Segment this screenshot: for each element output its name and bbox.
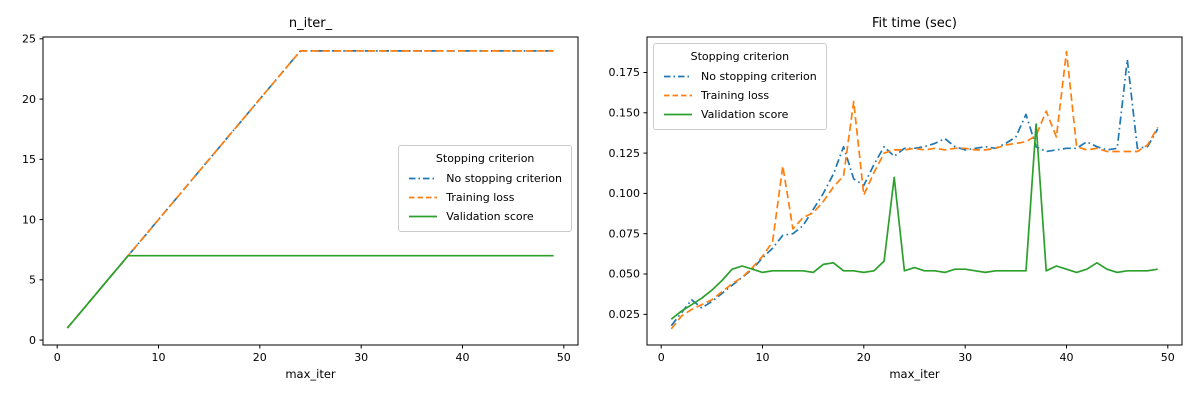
- legend-label: No stopping criterion: [701, 70, 817, 83]
- legend-entry: No stopping criterion: [663, 67, 817, 86]
- series-line: Training loss: [66, 50, 554, 329]
- chart-canvas: 0 10 20 30 40 50 0 5 10 15 20 25 No stopping criteri…: [22, 16, 579, 381]
- legend-title: Stopping criterion: [690, 50, 790, 63]
- x-tick-label: 30: [958, 351, 972, 364]
- legend: Stopping criterion No stopping criterion T…: [653, 43, 827, 130]
- legend: Stopping criterion No stopping criterion T…: [398, 145, 572, 232]
- y-tick-label: 0.100: [609, 187, 641, 200]
- y-axis-ticks: 0 5 10 15 20 25: [22, 33, 43, 347]
- legend-label: Validation score: [701, 108, 789, 121]
- x-axis-ticks: 0 10 20 30 40 50: [54, 345, 571, 364]
- y-tick-label: 0.175: [609, 66, 641, 79]
- legend-label: No stopping criterion: [446, 172, 562, 185]
- plot-frame: [646, 36, 1183, 346]
- x-tick-label: 40: [1060, 351, 1074, 364]
- series-line: No stopping criterion: [670, 58, 1159, 327]
- x-axis-label: max_iter: [889, 367, 940, 381]
- legend-label: Training loss: [701, 89, 770, 102]
- legend-entry: No stopping criterion: [408, 169, 562, 188]
- y-tick-label: 0.025: [609, 308, 641, 321]
- y-tick-label: 0.125: [609, 147, 641, 160]
- legend-label: Validation score: [446, 210, 534, 223]
- x-axis-ticks: 0 10 20 30 40 50: [658, 345, 1175, 364]
- y-tick-label: 0: [29, 334, 36, 347]
- x-tick-label: 10: [152, 351, 166, 364]
- y-axis-ticks: 0.025 0.050 0.075 0.100 0.125 0.150 0.175: [609, 66, 647, 321]
- chart-title: n_iter_: [289, 16, 333, 31]
- legend-entry: Training loss: [408, 188, 562, 207]
- x-tick-label: 0: [658, 351, 665, 364]
- legend-sample-line-icon: [664, 75, 692, 78]
- y-tick-label: 0.050: [609, 268, 641, 281]
- chart-title: Fit time (sec): [872, 16, 957, 31]
- legend-entry: Validation score: [408, 207, 562, 226]
- y-tick-label: 10: [22, 213, 36, 226]
- x-tick-label: 50: [557, 351, 571, 364]
- legend-sample-line-icon: [664, 113, 692, 116]
- legend-sample-line-icon: [409, 196, 438, 199]
- x-tick-label: 20: [857, 351, 871, 364]
- chart-canvas: 0 10 20 30 40 50 0.025 0.050 0.075 0.100 0.125 0.15…: [609, 16, 1183, 381]
- x-tick-label: 20: [253, 351, 267, 364]
- x-axis-label: max_iter: [285, 367, 336, 381]
- series-line: No stopping criterion: [66, 50, 554, 329]
- legend-sample-line-icon: [409, 177, 438, 180]
- legend-sample-line-icon: [664, 94, 692, 97]
- x-tick-label: 40: [456, 351, 470, 364]
- x-tick-label: 10: [756, 351, 770, 364]
- y-tick-label: 20: [22, 93, 36, 106]
- chart-fit-time: 0 10 20 30 40 50 0.025 0.050 0.075 0.100 0.125 0.15…: [600, 0, 1200, 400]
- legend-label: Training loss: [446, 191, 515, 204]
- plot-frame: [42, 36, 579, 346]
- x-tick-label: 0: [54, 351, 61, 364]
- legend-sample-line-icon: [409, 215, 438, 218]
- y-tick-label: 0.150: [609, 107, 641, 120]
- y-tick-label: 25: [22, 33, 36, 46]
- series-line: Validation score: [670, 123, 1158, 320]
- y-tick-label: 15: [22, 153, 36, 166]
- series-line: Validation score: [66, 254, 554, 329]
- y-tick-label: 0.075: [609, 227, 641, 240]
- y-tick-label: 5: [29, 274, 36, 287]
- series-line: Training loss: [670, 50, 1159, 330]
- x-tick-label: 30: [354, 351, 368, 364]
- legend-entry: Training loss: [663, 86, 817, 105]
- chart-n-iter: 0 10 20 30 40 50 0 5 10 15 20 25 No stopping criteri…: [22, 16, 579, 381]
- legend-entry: Validation score: [663, 105, 817, 124]
- legend-title: Stopping criterion: [435, 152, 535, 165]
- x-tick-label: 50: [1161, 351, 1175, 364]
